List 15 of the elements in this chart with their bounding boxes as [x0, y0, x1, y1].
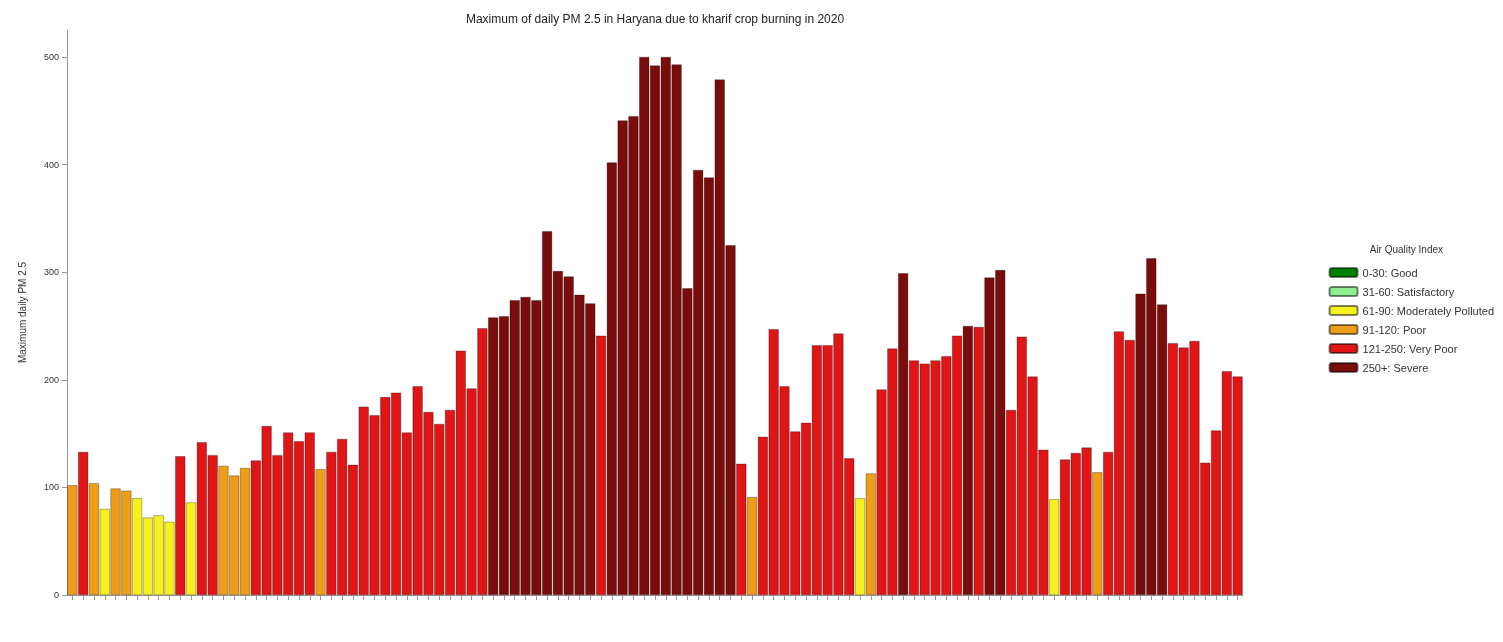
- y-tick-label: 300: [43, 267, 59, 278]
- legend-label: 31-60: Satisfactory: [1362, 285, 1455, 298]
- legend-label: 0-30: Good: [1362, 266, 1418, 279]
- y-tick-label: 500: [43, 51, 59, 62]
- y-tick-label: 200: [43, 374, 59, 385]
- y-tick-label: 0: [53, 590, 59, 600]
- y-tick-label: 400: [43, 159, 59, 170]
- y-axis-title: Maximum daily PM 2.5: [16, 261, 28, 364]
- legend-label: 91-120: Poor: [1362, 323, 1427, 336]
- y-tick-label: 100: [43, 482, 59, 493]
- legend-label: 121-250: Very Poor: [1362, 342, 1458, 355]
- legend-title: Air Quality Index: [1369, 243, 1444, 255]
- legend-label: 61-90: Moderately Polluted: [1362, 304, 1494, 317]
- legend-label: 250+: Severe: [1362, 361, 1429, 374]
- chart-title: Maximum of daily PM 2.5 in Haryana due to kharif crop burning in 2020: [465, 12, 845, 26]
